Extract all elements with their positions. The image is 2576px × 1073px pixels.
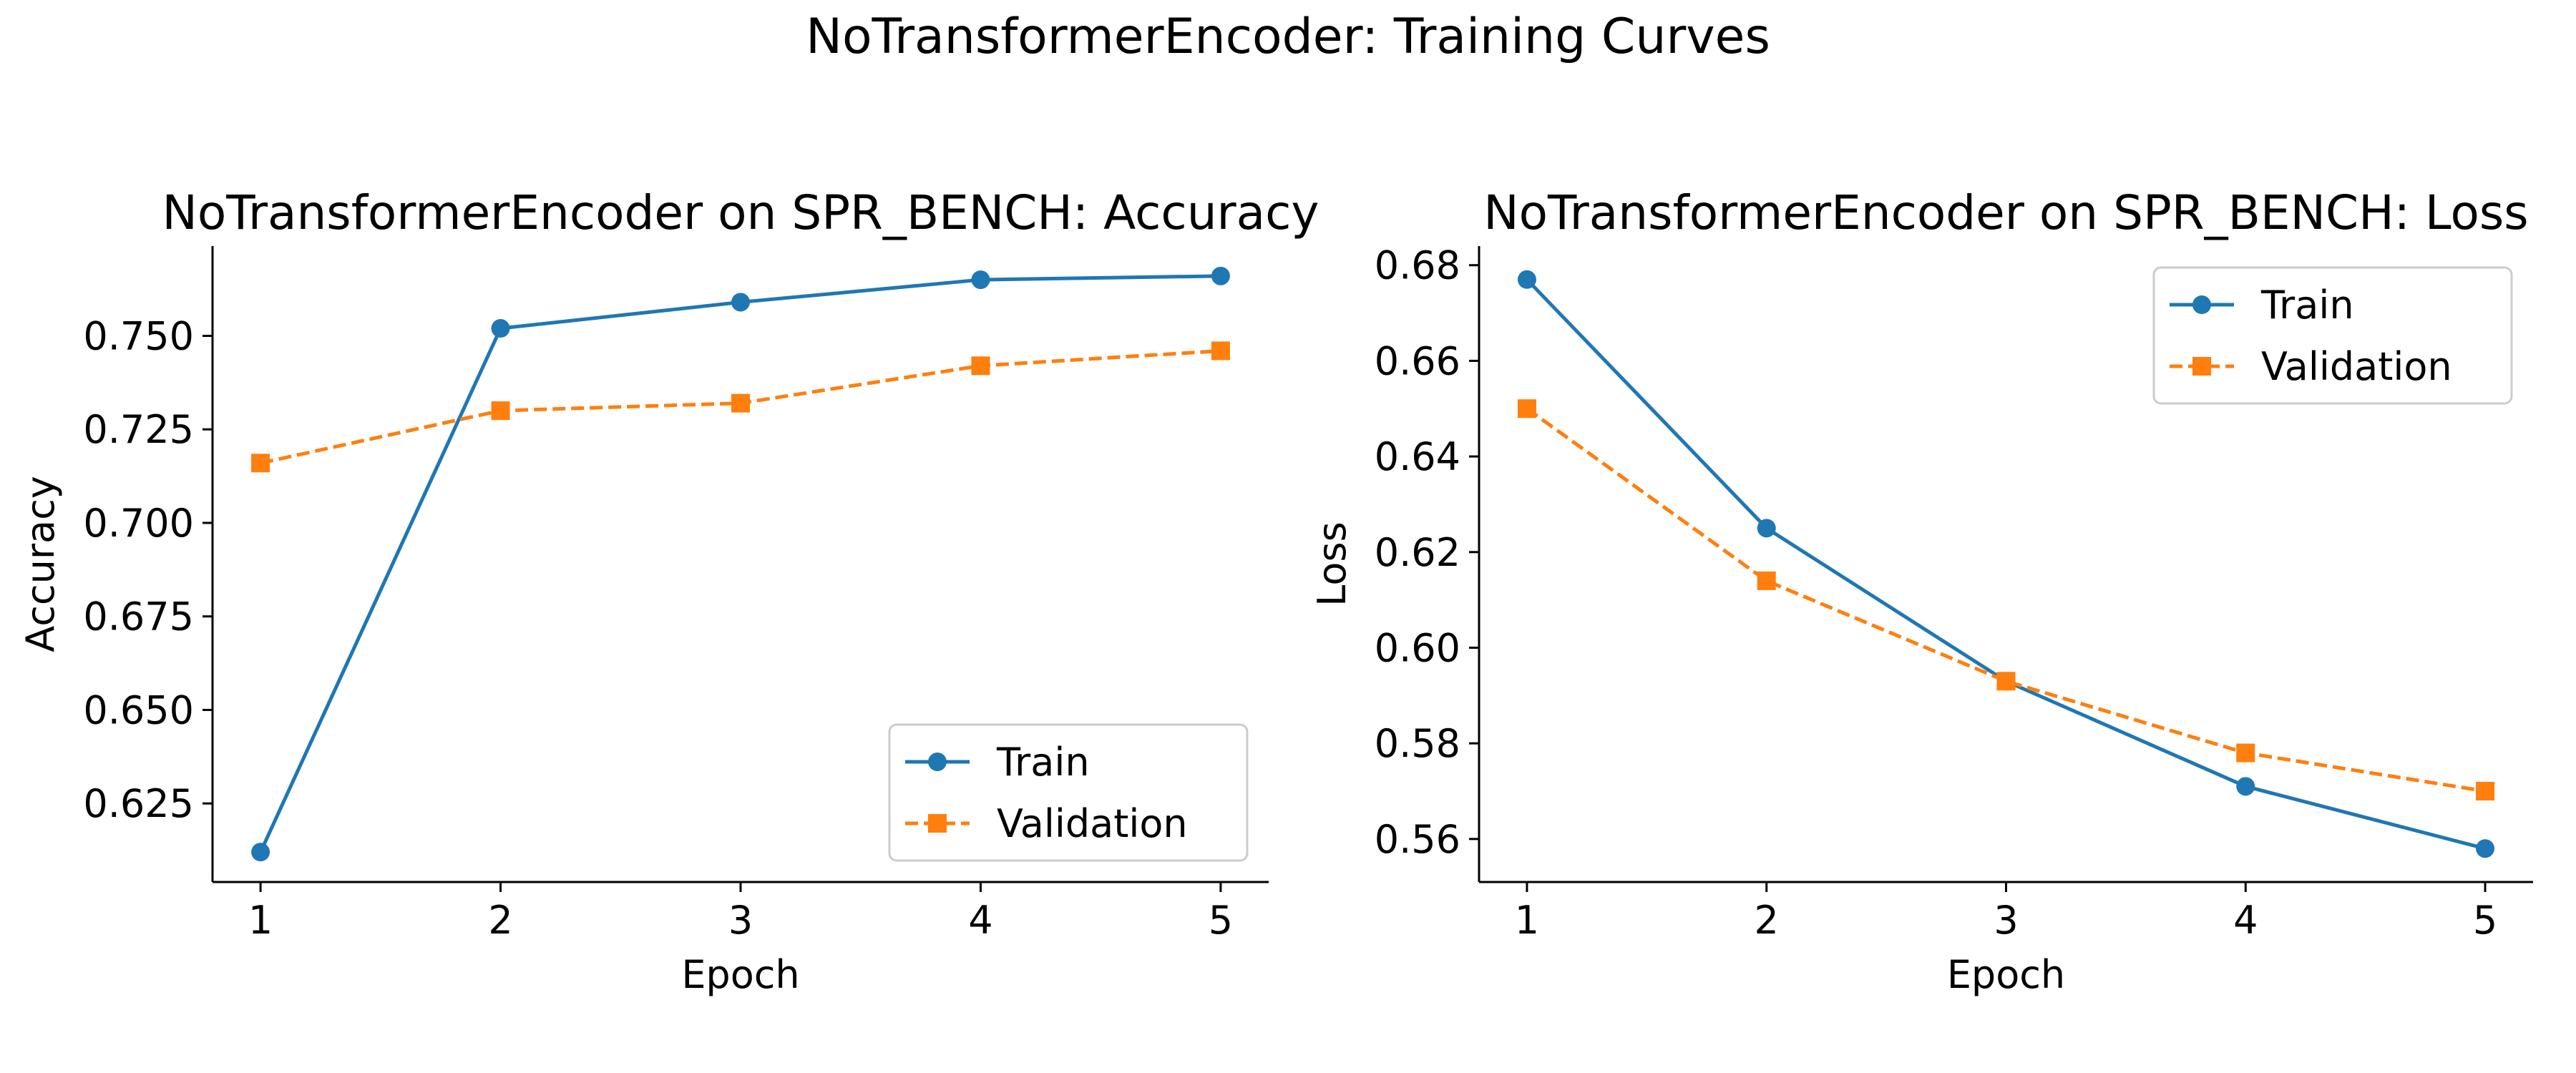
train-point <box>1757 519 1776 538</box>
figure-title: NoTransformerEncoder: Training Curves <box>806 9 1770 65</box>
validation-point <box>1517 399 1536 418</box>
train-point <box>2236 777 2255 796</box>
legend-validation-label: Validation <box>2261 344 2452 389</box>
validation-series-line <box>1526 407 2486 793</box>
validation-point <box>2236 743 2255 763</box>
train-point <box>491 319 510 338</box>
legend-train-label: Train <box>996 740 1090 785</box>
legend-train-label: Train <box>2260 283 2354 328</box>
y-tick-label: 0.725 <box>83 407 194 452</box>
validation-point <box>971 356 990 376</box>
legend-box <box>2152 266 2513 405</box>
train-point <box>251 843 270 862</box>
legend: Train Validation <box>888 723 1249 862</box>
validation-point <box>491 401 510 421</box>
legend-train-marker <box>2192 295 2211 314</box>
chart-title: NoTransformerEncoder on SPR_BENCH: Loss <box>1483 185 2528 240</box>
y-tick-label: 0.675 <box>83 594 194 640</box>
legend-train-marker <box>928 753 947 771</box>
train-point <box>2476 839 2495 858</box>
train-point <box>971 270 990 290</box>
legend-validation-marker <box>928 814 947 833</box>
train-point <box>731 293 750 312</box>
y-tick-label: 0.700 <box>83 501 194 546</box>
x-tick-label: 3 <box>728 898 753 943</box>
y-axis-label: Loss <box>1309 521 1355 606</box>
validation-point <box>731 393 750 413</box>
y-tick-label: 0.60 <box>1375 625 1460 670</box>
x-tick-label: 3 <box>1994 898 2018 943</box>
x-tick-label: 1 <box>248 898 273 943</box>
loss-chart: NoTransformerEncoder on SPR_BENCH: Loss 1… <box>1309 185 2533 997</box>
validation-point <box>1757 571 1776 590</box>
validation-point <box>1996 672 2016 691</box>
x-axis-label: Epoch <box>1947 952 2065 997</box>
legend: Train Validation <box>2152 266 2513 405</box>
legend-validation-label: Validation <box>997 801 1188 846</box>
x-tick-label: 2 <box>1755 898 1779 943</box>
x-tick-label: 5 <box>1209 898 1233 943</box>
accuracy-chart: NoTransformerEncoder on SPR_BENCH: Accur… <box>18 185 1319 997</box>
y-tick-label: 0.750 <box>83 314 194 359</box>
y-tick-label: 0.62 <box>1375 530 1460 575</box>
y-tick-label: 0.68 <box>1375 243 1460 288</box>
x-tick-label: 1 <box>1515 898 1539 943</box>
y-axis-label: Accuracy <box>18 476 63 652</box>
x-tick-label: 4 <box>968 898 992 943</box>
y-tick-label: 0.66 <box>1375 338 1460 383</box>
legend-box <box>888 723 1249 862</box>
train-point <box>1211 266 1230 285</box>
train-point <box>1517 270 1536 289</box>
x-tick-label: 4 <box>2233 898 2258 943</box>
chart-title: NoTransformerEncoder on SPR_BENCH: Accur… <box>162 185 1319 240</box>
validation-point <box>2476 782 2495 800</box>
y-tick-label: 0.625 <box>83 781 194 826</box>
y-tick-label: 0.64 <box>1375 434 1460 479</box>
legend-validation-marker <box>2192 357 2211 376</box>
y-tick-label: 0.650 <box>83 687 194 733</box>
validation-point <box>251 454 270 473</box>
validation-point <box>1211 341 1230 361</box>
y-tick-label: 0.56 <box>1375 817 1460 862</box>
y-tick-label: 0.58 <box>1375 721 1460 766</box>
x-tick-label: 2 <box>488 898 512 943</box>
x-tick-label: 5 <box>2473 898 2497 943</box>
x-axis-label: Epoch <box>681 952 799 997</box>
